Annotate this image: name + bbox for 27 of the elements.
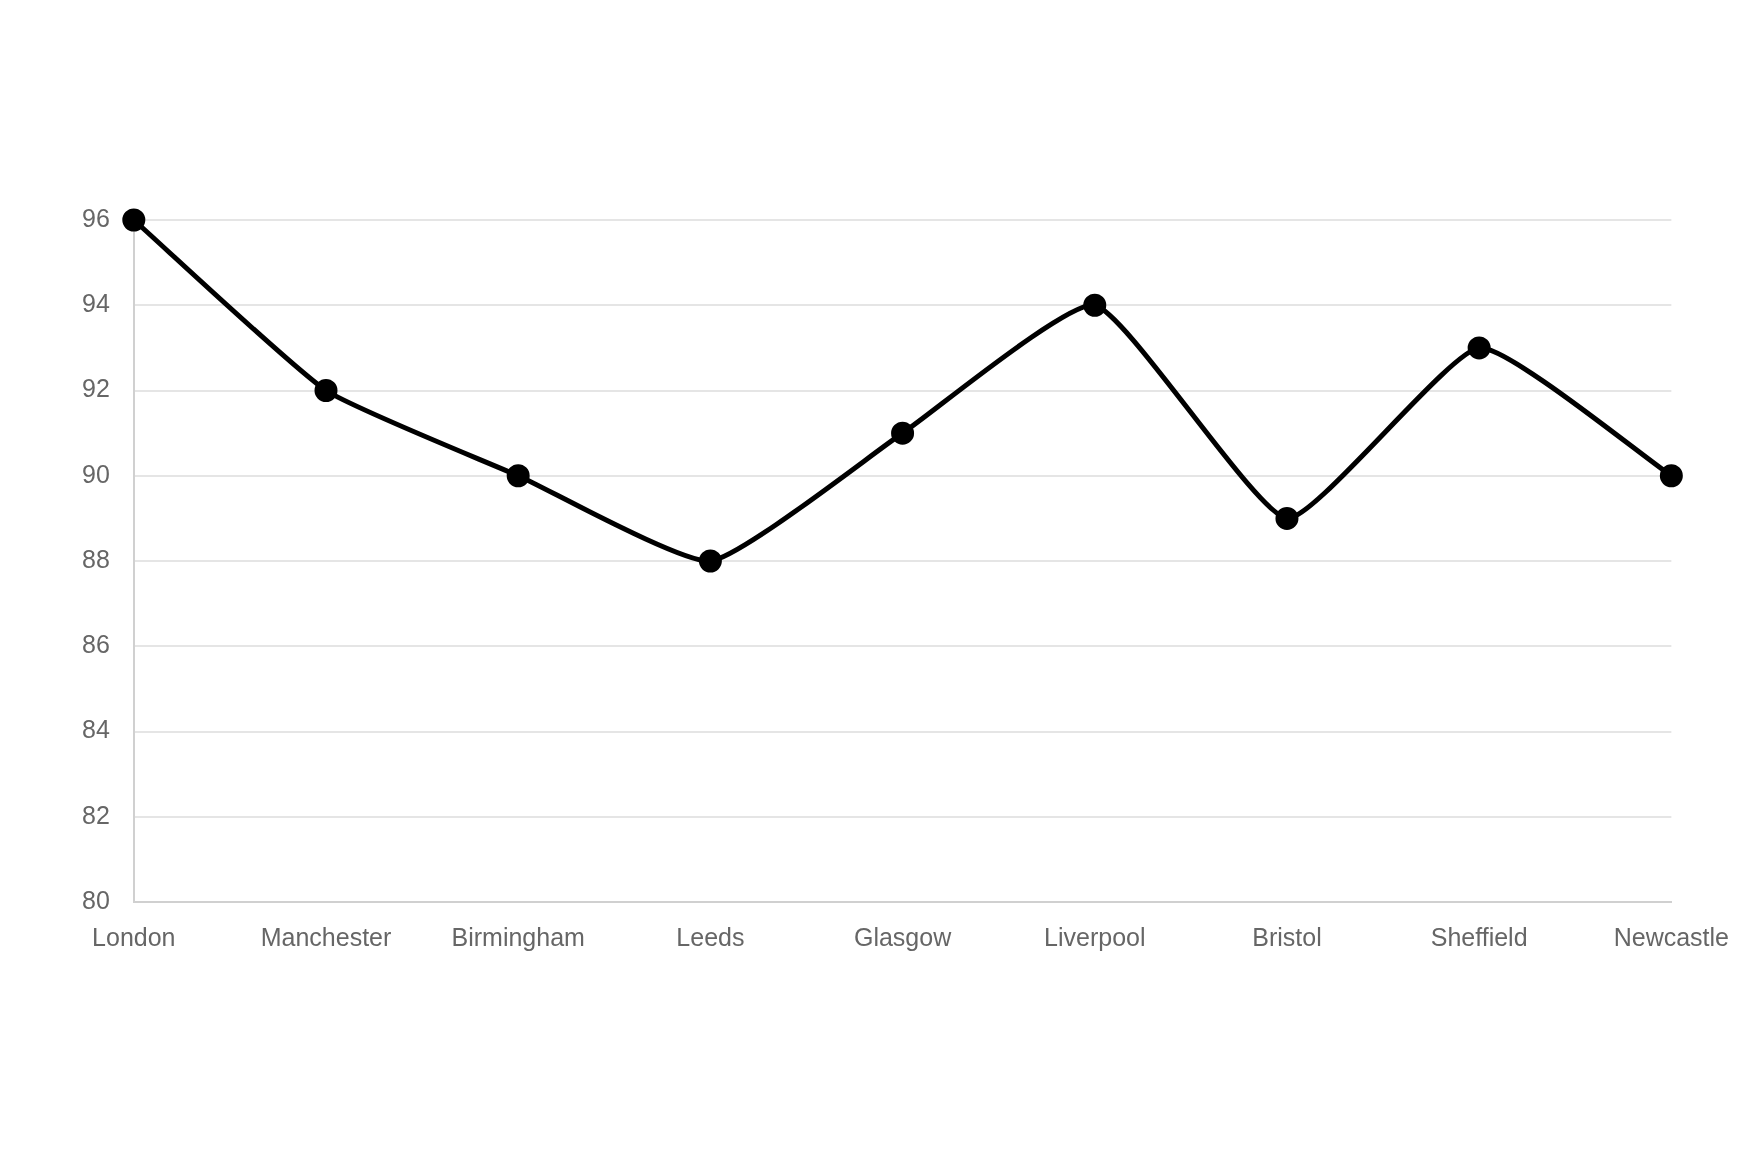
point [314, 379, 338, 402]
y-tick-label: 80 [82, 885, 110, 914]
point [891, 421, 915, 445]
y-tick-label: 84 [82, 715, 110, 744]
y-tick-label: 86 [82, 630, 110, 659]
x-tick-label: Manchester [260, 922, 392, 951]
point [506, 464, 530, 488]
point [1659, 464, 1683, 488]
x-tick-label: Birmingham [451, 922, 585, 951]
point [1275, 506, 1299, 530]
point [1467, 336, 1491, 360]
point [1083, 293, 1107, 317]
x-tick-label: Leeds [676, 922, 745, 951]
point [122, 208, 146, 232]
y-tick-label: 88 [82, 544, 110, 573]
y-tick-label: 92 [82, 374, 110, 403]
point [698, 549, 722, 573]
y-tick-label: 82 [82, 800, 110, 829]
x-tick-label: Glasgow [853, 922, 953, 951]
x-tick-label: Liverpool [1044, 922, 1146, 951]
x-tick-label: London [92, 922, 176, 951]
y-tick-label: 96 [82, 203, 110, 232]
x-tick-label: Sheffield [1430, 922, 1528, 951]
x-tick-label: Bristol [1252, 922, 1322, 951]
x-tick-label: Newcastle [1613, 922, 1729, 951]
y-tick-label: 94 [82, 289, 110, 318]
y-tick-label: 90 [82, 459, 110, 488]
